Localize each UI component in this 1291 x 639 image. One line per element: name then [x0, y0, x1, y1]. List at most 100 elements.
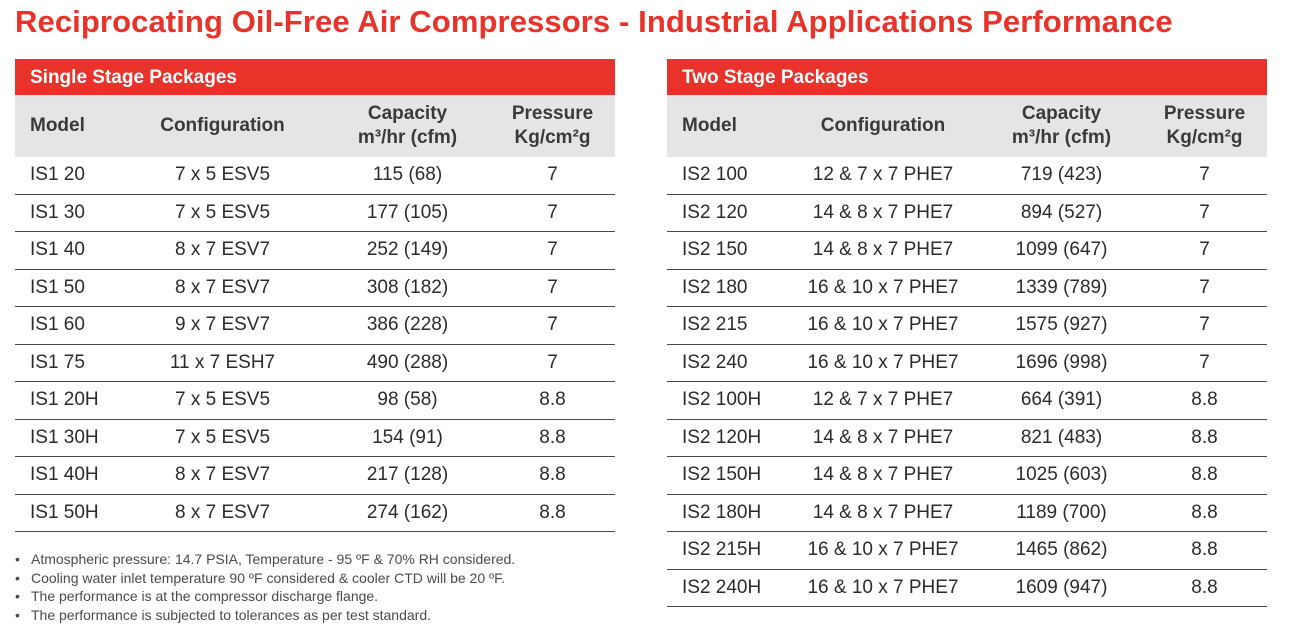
header-capacity-unit: m³/hr (cfm)	[1011, 127, 1112, 148]
footnote-text: Cooling water inlet temperature 90 ºF co…	[31, 569, 505, 586]
cell-pressure: 7	[490, 344, 615, 382]
footnote: • The performance is subjected to toleran…	[15, 606, 615, 625]
cell-configuration: 14 & 8 x 7 PHE7	[785, 456, 981, 495]
single-stage-body: IS1 20 7 x 5 ESV5 115 (68) 7 IS1 30 7 x 5 ES…	[15, 157, 615, 532]
bullet-icon: •	[15, 551, 20, 567]
cell-configuration: 7 x 5 ESV5	[120, 419, 325, 457]
cell-model: IS1 20	[15, 157, 120, 195]
header-capacity: Capacity m³/hr (cfm)	[325, 95, 490, 157]
table-row: IS1 40H 8 x 7 ESV7 217 (128) 8.8	[15, 456, 615, 495]
cell-configuration: 7 x 5 ESV5	[120, 194, 325, 232]
cell-capacity: 1609 (947)	[981, 569, 1142, 607]
table-row: IS2 120H 14 & 8 x 7 PHE7 821 (483) 8.8	[667, 419, 1267, 457]
cell-model: IS1 60	[15, 306, 120, 345]
header-pressure-unit: Kg/cm²g	[514, 127, 591, 148]
table-row: IS2 215H 16 & 10 x 7 PHE7 1465 (862) 8.8	[667, 531, 1267, 570]
cell-configuration: 8 x 7 ESV7	[120, 231, 325, 270]
bullet-icon: •	[15, 569, 20, 586]
table-row: IS1 60 9 x 7 ESV7 386 (228) 7	[15, 306, 615, 345]
cell-model: IS2 150H	[667, 456, 785, 495]
cell-pressure: 8.8	[490, 494, 615, 532]
header-pressure-unit: Kg/cm²g	[1166, 127, 1243, 148]
cell-pressure: 7	[490, 231, 615, 270]
cell-pressure: 8.8	[1142, 456, 1267, 495]
cell-pressure: 7	[1142, 344, 1267, 382]
cell-pressure: 8.8	[490, 419, 615, 457]
cell-model: IS2 150	[667, 231, 785, 270]
page-title: Reciprocating Oil-Free Air Compressors -…	[15, 4, 1173, 39]
cell-pressure: 8.8	[1142, 569, 1267, 607]
cell-model: IS1 50	[15, 269, 120, 307]
header-configuration: Configuration	[160, 115, 285, 136]
cell-model: IS2 240H	[667, 569, 785, 607]
cell-pressure: 7	[490, 194, 615, 232]
table-row: IS2 240H 16 & 10 x 7 PHE7 1609 (947) 8.8	[667, 569, 1267, 607]
cell-capacity: 115 (68)	[325, 157, 490, 195]
cell-capacity: 1465 (862)	[981, 531, 1142, 570]
table-row: IS2 240 16 & 10 x 7 PHE7 1696 (998) 7	[667, 344, 1267, 382]
table-row: IS1 75 11 x 7 ESH7 490 (288) 7	[15, 344, 615, 382]
cell-capacity: 308 (182)	[325, 269, 490, 307]
table-row: IS1 30 7 x 5 ESV5 177 (105) 7	[15, 194, 615, 232]
cell-capacity: 252 (149)	[325, 231, 490, 270]
cell-configuration: 16 & 10 x 7 PHE7	[785, 569, 981, 607]
header-pressure: Pressure Kg/cm²g	[490, 95, 615, 157]
single-stage-title: Single Stage Packages	[15, 59, 615, 95]
header-model: Model	[682, 115, 737, 136]
cell-pressure: 8.8	[1142, 419, 1267, 457]
bullet-icon: •	[15, 606, 20, 623]
cell-capacity: 1339 (789)	[981, 269, 1142, 307]
two-stage-panel: Two Stage Packages Model Configuration C…	[667, 59, 1267, 607]
header-configuration: Configuration	[820, 115, 946, 136]
cell-model: IS2 180H	[667, 494, 785, 532]
cell-model: IS1 40	[15, 231, 120, 270]
footnote-text: Atmospheric pressure: 14.7 PSIA, Tempera…	[31, 551, 516, 567]
cell-configuration: 7 x 5 ESV5	[120, 157, 325, 195]
table-row: IS1 30H 7 x 5 ESV5 154 (91) 8.8	[15, 419, 615, 457]
cell-model: IS2 100H	[667, 381, 785, 420]
cell-model: IS1 75	[15, 344, 120, 382]
cell-model: IS2 240	[667, 344, 785, 382]
cell-capacity: 1025 (603)	[981, 456, 1142, 495]
cell-capacity: 177 (105)	[325, 194, 490, 232]
cell-capacity: 274 (162)	[325, 494, 490, 532]
cell-model: IS1 50H	[15, 494, 120, 532]
table-header-row: Model Configuration Capacity m³/hr (cfm)…	[667, 95, 1267, 157]
table-header-row: Model Configuration Capacity m³/hr (cfm)…	[15, 95, 615, 157]
header-pressure: Pressure Kg/cm²g	[1142, 95, 1267, 157]
cell-pressure: 7	[1142, 269, 1267, 307]
table-row: IS2 215 16 & 10 x 7 PHE7 1575 (927) 7	[667, 306, 1267, 345]
cell-pressure: 7	[490, 306, 615, 345]
cell-model: IS1 20H	[15, 381, 120, 420]
cell-capacity: 1099 (647)	[981, 231, 1142, 270]
table-row: IS1 50 8 x 7 ESV7 308 (182) 7	[15, 269, 615, 307]
cell-configuration: 12 & 7 x 7 PHE7	[785, 157, 981, 195]
table-row: IS2 180 16 & 10 x 7 PHE7 1339 (789) 7	[667, 269, 1267, 307]
cell-capacity: 664 (391)	[981, 381, 1142, 420]
cell-model: IS1 30H	[15, 419, 120, 457]
cell-configuration: 8 x 7 ESV7	[120, 269, 325, 307]
cell-configuration: 9 x 7 ESV7	[120, 306, 325, 345]
cell-capacity: 98 (58)	[325, 381, 490, 420]
footnotes: • Atmospheric pressure: 14.7 PSIA, Temper…	[15, 550, 615, 624]
table-row: IS2 150 14 & 8 x 7 PHE7 1099 (647) 7	[667, 231, 1267, 270]
cell-configuration: 14 & 8 x 7 PHE7	[785, 231, 981, 270]
cell-configuration: 16 & 10 x 7 PHE7	[785, 531, 981, 570]
header-model: Model	[30, 115, 85, 136]
cell-pressure: 7	[490, 157, 615, 195]
cell-pressure: 8.8	[1142, 531, 1267, 570]
cell-model: IS2 120H	[667, 419, 785, 457]
cell-configuration: 8 x 7 ESV7	[120, 456, 325, 495]
table-row: IS1 20H 7 x 5 ESV5 98 (58) 8.8	[15, 381, 615, 420]
cell-model: IS2 120	[667, 194, 785, 232]
two-stage-title: Two Stage Packages	[667, 59, 1267, 95]
cell-configuration: 12 & 7 x 7 PHE7	[785, 381, 981, 420]
cell-capacity: 719 (423)	[981, 157, 1142, 195]
table-row: IS1 50H 8 x 7 ESV7 274 (162) 8.8	[15, 494, 615, 532]
cell-configuration: 16 & 10 x 7 PHE7	[785, 269, 981, 307]
cell-model: IS2 100	[667, 157, 785, 195]
cell-model: IS1 40H	[15, 456, 120, 495]
header-capacity-label: Capacity	[1021, 103, 1102, 124]
cell-configuration: 14 & 8 x 7 PHE7	[785, 494, 981, 532]
header-capacity-unit: m³/hr (cfm)	[357, 127, 458, 148]
